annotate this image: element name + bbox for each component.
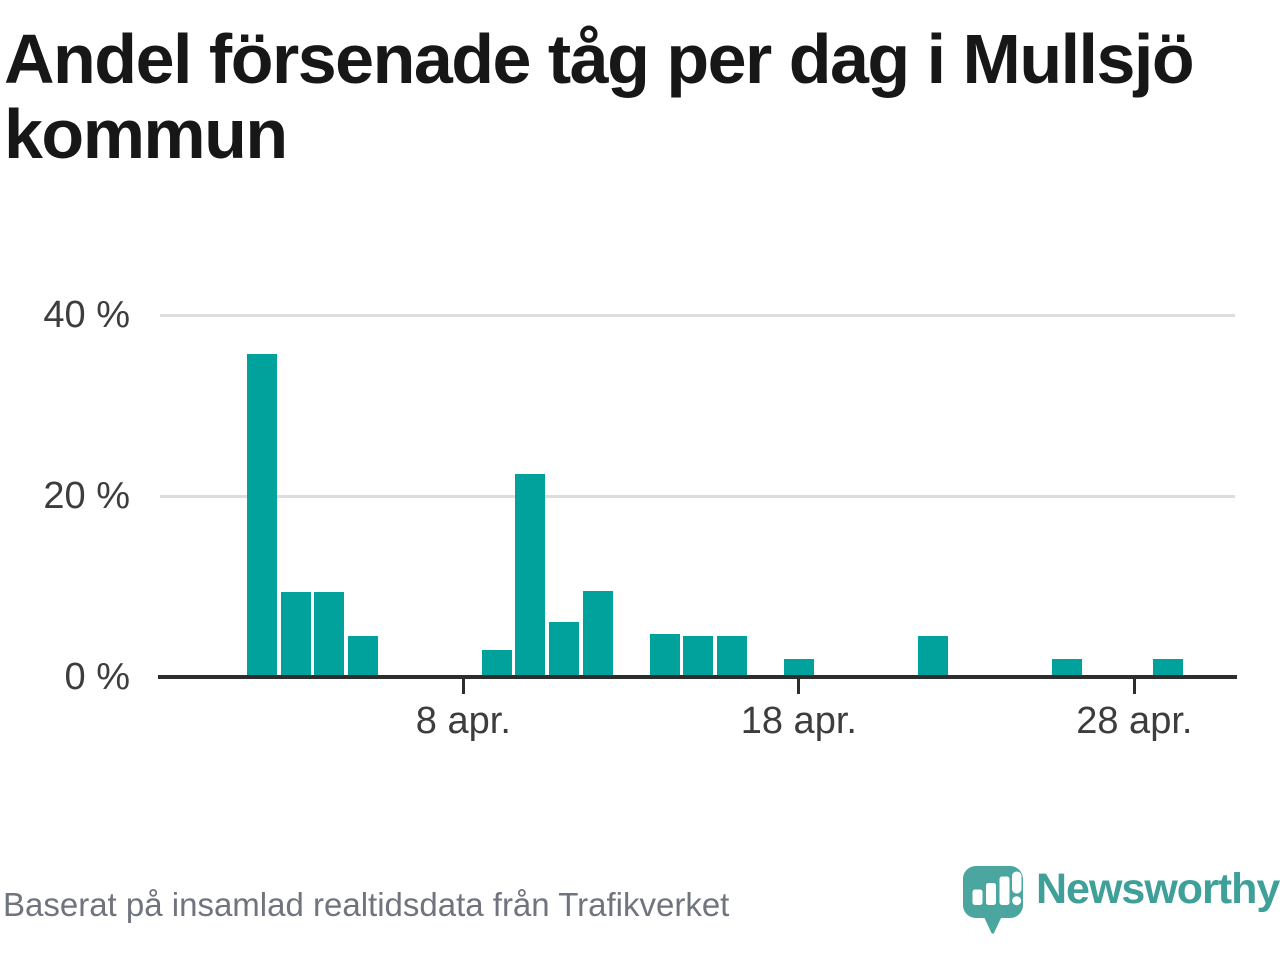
bar-day-15 — [683, 636, 714, 677]
gridline-40 — [160, 313, 1235, 317]
bar-day-29 — [1152, 658, 1183, 677]
y-axis-label: 20 % — [43, 474, 130, 517]
logo-bar-medium — [986, 883, 996, 905]
x-axis-label: 8 apr. — [415, 700, 511, 742]
bar-day-26 — [1052, 658, 1083, 677]
x-axis-tick — [1132, 679, 1136, 694]
x-axis-tick — [461, 679, 465, 694]
bar-day-4 — [314, 591, 345, 677]
bar-day-10 — [515, 474, 546, 677]
bar-day-16 — [716, 636, 747, 677]
x-axis-line — [158, 675, 1237, 679]
logo-bar-small — [972, 889, 983, 905]
logo-bar-tall — [999, 876, 1010, 905]
x-axis-label: 28 apr. — [1076, 700, 1193, 742]
y-axis-label: 0 % — [64, 656, 130, 698]
bar-day-11 — [549, 621, 579, 677]
x-axis-label: 18 apr. — [740, 700, 857, 742]
bar-day-5 — [347, 636, 378, 677]
logo-exclamation-stem — [1012, 871, 1022, 894]
bar-day-12 — [582, 590, 613, 677]
source-note: Baserat på insamlad realtidsdata från Tr… — [3, 886, 730, 923]
gridline-20 — [160, 494, 1235, 498]
y-axis-label: 40 % — [43, 293, 130, 336]
bar-day-3 — [280, 591, 311, 677]
x-axis-tick — [797, 679, 801, 694]
newsworthy-speech-bubble-icon — [963, 866, 1023, 934]
newsworthy-logo: Newsworthy — [963, 865, 1280, 938]
bar-day-2 — [247, 353, 278, 677]
bar-day-22 — [918, 636, 949, 677]
newsworthy-logo-text: Newsworthy — [1036, 865, 1280, 913]
logo-exclamation-dot — [1012, 896, 1022, 906]
chart-title: Andel försenade tåg per dag i Mullsjö ko… — [4, 20, 1195, 173]
bar-day-9 — [481, 649, 512, 677]
bar-day-14 — [649, 633, 680, 677]
bar-day-18 — [783, 658, 814, 677]
